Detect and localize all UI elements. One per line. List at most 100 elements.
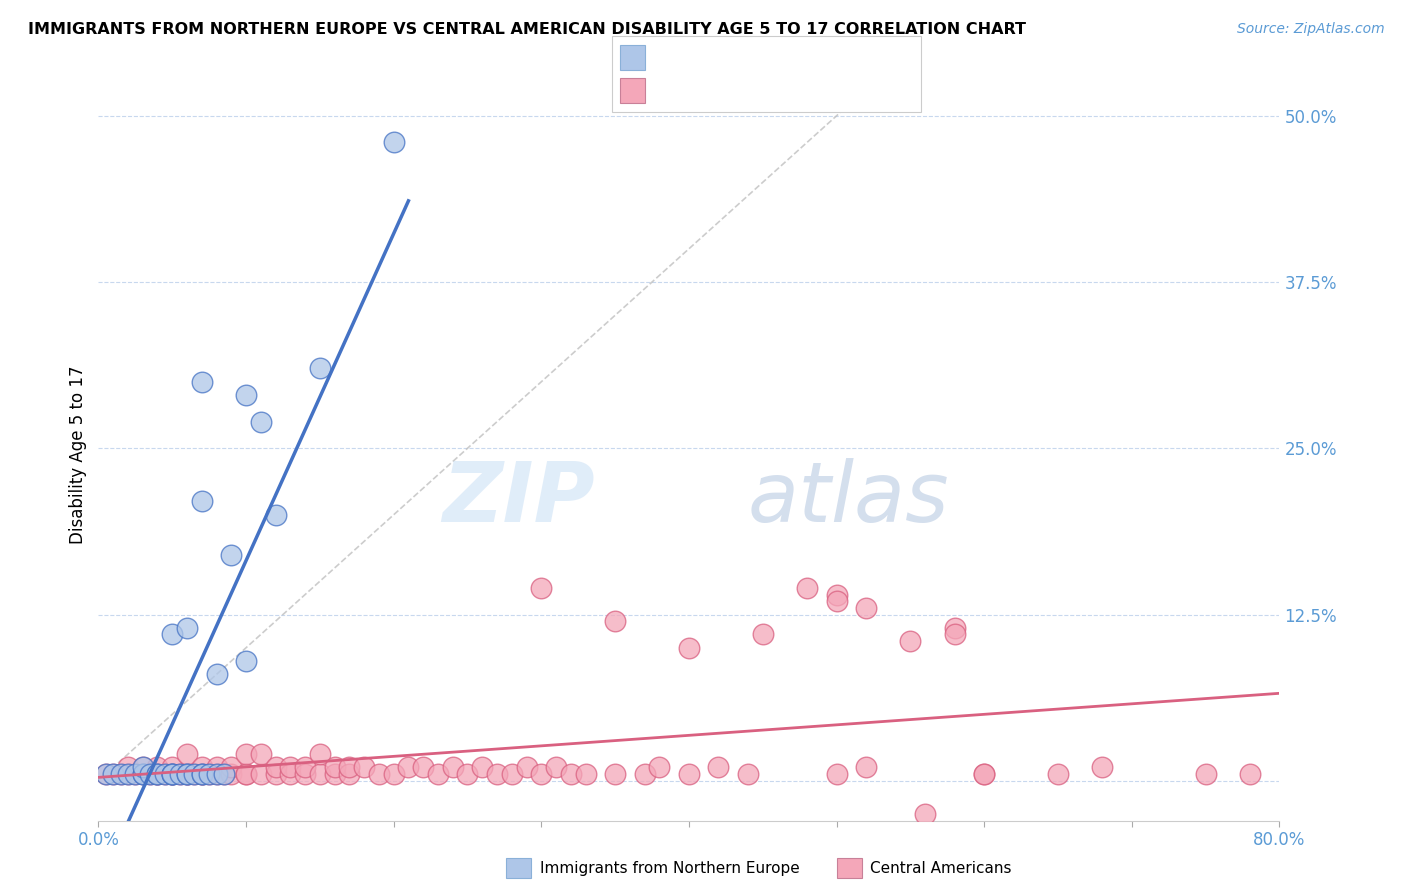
Point [294,767,316,781]
Point [219,760,242,774]
Point [1195,767,1218,781]
Point [191,760,214,774]
Point [191,375,214,389]
Point [1046,767,1069,781]
Point [648,760,671,774]
Point [191,767,214,781]
Point [117,767,139,781]
Point [501,767,523,781]
Point [264,767,287,781]
Text: R =  0.482   N = 36: R = 0.482 N = 36 [657,46,832,64]
Point [678,767,700,781]
Point [412,760,434,774]
Point [471,760,494,774]
Point [146,767,169,781]
Point [169,767,191,781]
Point [1091,760,1114,774]
Point [1239,767,1261,781]
Point [943,627,966,641]
Point [309,361,332,376]
Y-axis label: Disability Age 5 to 17: Disability Age 5 to 17 [69,366,87,544]
Point [309,767,332,781]
Point [198,767,221,781]
Point [191,767,214,781]
Point [796,581,818,595]
Point [110,767,132,781]
Point [162,760,183,774]
Point [146,767,169,781]
Point [103,767,125,781]
Point [264,760,287,774]
Point [162,767,183,781]
Point [605,767,627,781]
Point [914,807,936,822]
Point [191,767,214,781]
Point [368,767,391,781]
Point [250,415,273,429]
Point [110,767,132,781]
Point [294,760,316,774]
Point [139,767,162,781]
Point [117,760,139,774]
Point [183,767,205,781]
Point [250,767,273,781]
Point [825,588,848,602]
Point [205,767,228,781]
Point [176,767,198,781]
Point [943,621,966,635]
Point [219,548,242,562]
Point [737,767,759,781]
Point [191,494,214,508]
Point [900,634,922,648]
Point [235,767,257,781]
Text: IMMIGRANTS FROM NORTHERN EUROPE VS CENTRAL AMERICAN DISABILITY AGE 5 TO 17 CORRE: IMMIGRANTS FROM NORTHERN EUROPE VS CENTR… [28,22,1026,37]
Point [153,767,176,781]
Point [235,747,257,761]
Point [973,767,995,781]
Point [264,508,287,522]
Point [132,767,155,781]
Text: Immigrants from Northern Europe: Immigrants from Northern Europe [540,862,800,876]
Point [825,594,848,608]
Point [427,767,450,781]
Point [146,767,169,781]
Point [183,767,205,781]
Point [94,767,117,781]
Point [205,667,228,681]
Point [515,760,537,774]
Point [94,767,117,781]
Point [219,767,242,781]
Point [633,767,655,781]
Point [235,388,257,402]
Point [191,767,214,781]
Point [825,767,848,781]
Text: ZIP: ZIP [441,458,595,540]
Point [205,767,228,781]
Point [235,654,257,668]
Point [132,760,155,774]
Point [146,767,169,781]
Point [250,747,273,761]
Point [235,767,257,781]
Point [574,767,596,781]
Point [530,767,553,781]
Point [855,760,877,774]
Point [323,767,346,781]
Text: Source: ZipAtlas.com: Source: ZipAtlas.com [1237,22,1385,37]
Point [176,767,198,781]
Text: R = -0.248   N = 89: R = -0.248 N = 89 [657,80,834,98]
Point [169,767,191,781]
Point [132,760,155,774]
Point [176,767,198,781]
Point [339,767,360,781]
Point [278,760,302,774]
Point [751,627,773,641]
Point [176,621,198,635]
Point [530,581,553,595]
Point [124,767,146,781]
Point [162,767,183,781]
Point [162,767,183,781]
Point [162,767,183,781]
Point [146,760,169,774]
Point [323,760,346,774]
